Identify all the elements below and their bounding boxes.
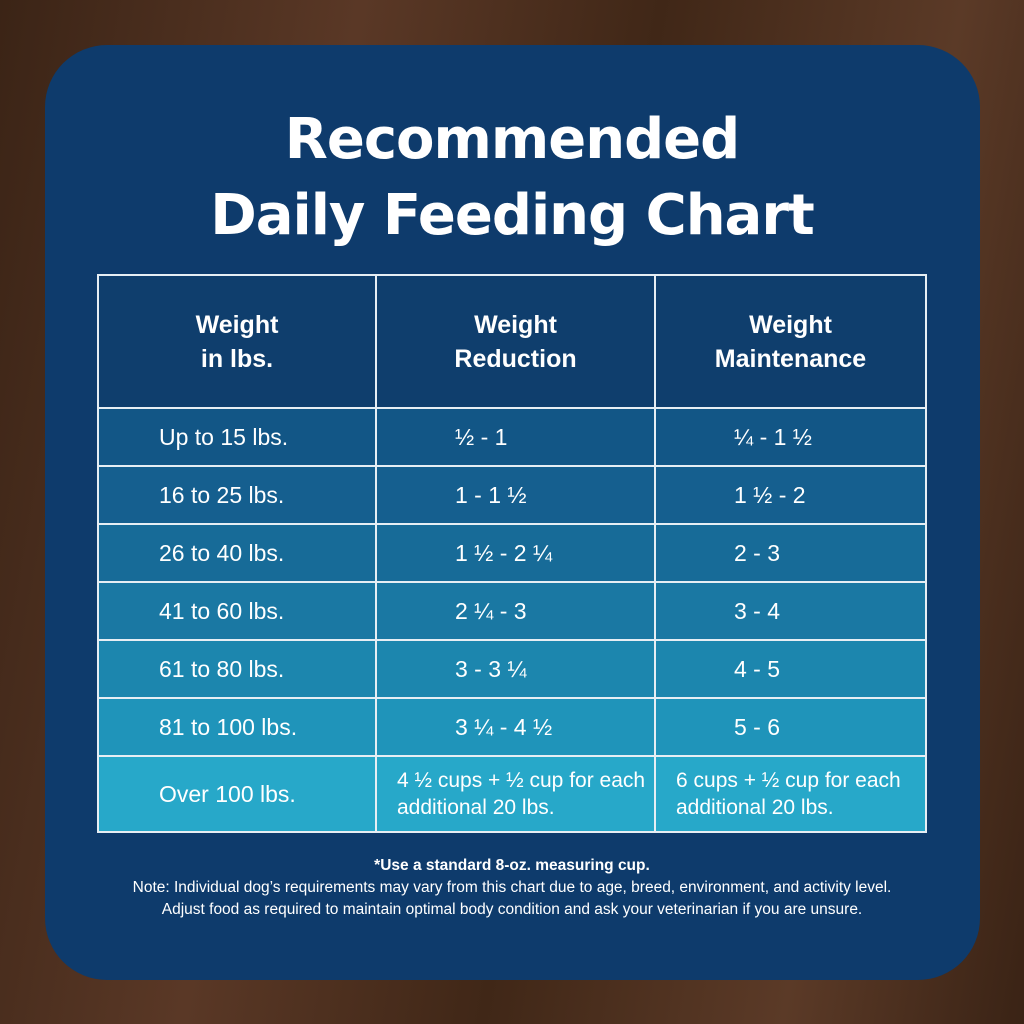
- reduction-cell: 3 ¼ - 4 ½: [375, 697, 656, 757]
- maintenance-cell: 4 - 5: [654, 639, 927, 699]
- footnote-note-2: Adjust food as required to maintain opti…: [161, 901, 863, 918]
- weight-cell: Up to 15 lbs.: [97, 407, 377, 467]
- maintenance-cell: 6 cups + ½ cup for each additional 20 lb…: [654, 755, 927, 833]
- feeding-table: Weight in lbs. Weight Reduction Weight Main…: [97, 274, 927, 833]
- header-weight: Weight in lbs.: [97, 274, 377, 409]
- footnote: *Use a standard 8-oz. measuring cup. Not…: [0, 855, 1024, 921]
- title-line-1: Recommended: [284, 107, 740, 172]
- reduction-cell: 2 ¼ - 3: [375, 581, 656, 641]
- weight-cell: 61 to 80 lbs.: [97, 639, 377, 699]
- maintenance-cell: 1 ½ - 2: [654, 465, 927, 525]
- header-row: Weight in lbs. Weight Reduction Weight Main…: [97, 274, 927, 409]
- weight-cell: Over 100 lbs.: [97, 755, 377, 833]
- header-reduction: Weight Reduction: [375, 274, 656, 409]
- weight-cell: 26 to 40 lbs.: [97, 523, 377, 583]
- maintenance-cell: 2 - 3: [654, 523, 927, 583]
- maintenance-cell: 3 - 4: [654, 581, 927, 641]
- reduction-cell: 3 - 3 ¼: [375, 639, 656, 699]
- weight-cell: 16 to 25 lbs.: [97, 465, 377, 525]
- table-row: Over 100 lbs. 4 ½ cups + ½ cup for each a…: [97, 755, 927, 833]
- footnote-cup: *Use a standard 8-oz. measuring cup.: [374, 857, 650, 874]
- maintenance-cell: 5 - 6: [654, 697, 927, 757]
- weight-cell: 81 to 100 lbs.: [97, 697, 377, 757]
- reduction-cell: ½ - 1: [375, 407, 656, 467]
- weight-cell: 41 to 60 lbs.: [97, 581, 377, 641]
- maintenance-cell: ¼ - 1 ½: [654, 407, 927, 467]
- footnote-note-1: Note: Individual dog’s requirements may …: [132, 879, 892, 896]
- reduction-cell: 4 ½ cups + ½ cup for each additional 20 …: [375, 755, 656, 833]
- header-maintenance: Weight Maintenance: [654, 274, 927, 409]
- reduction-cell: 1 - 1 ½: [375, 465, 656, 525]
- reduction-cell: 1 ½ - 2 ¼: [375, 523, 656, 583]
- title-line-2: Daily Feeding Chart: [210, 183, 814, 248]
